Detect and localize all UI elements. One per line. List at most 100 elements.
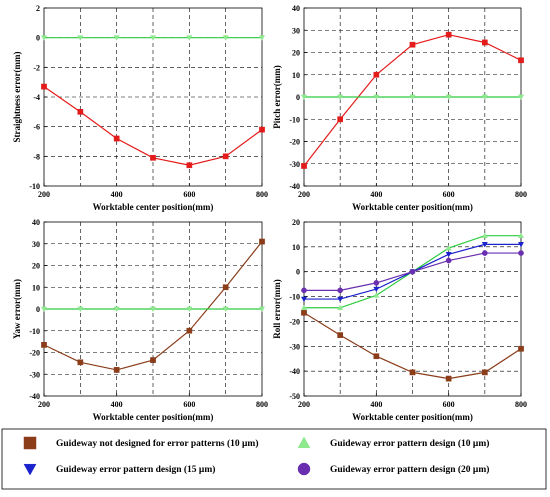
y-tick-label: -30	[289, 160, 300, 169]
legend-item-3: Guideway error pattern design (20 μm)	[297, 462, 489, 476]
data-point	[222, 284, 229, 291]
y-tick-label: 2	[36, 4, 40, 13]
y-tick-label: 20	[292, 218, 300, 227]
data-point	[186, 35, 193, 41]
y-tick-label: -30	[289, 342, 300, 351]
data-point	[150, 357, 156, 363]
data-point	[445, 251, 452, 258]
y-tick-label: -20	[289, 317, 300, 326]
data-point	[373, 292, 380, 298]
data-point	[258, 306, 266, 313]
y-tick-label: 10	[292, 71, 300, 80]
y-tick-label: -40	[29, 392, 40, 401]
series-0	[41, 238, 265, 373]
data-point	[300, 296, 308, 303]
data-point	[301, 287, 307, 294]
data-point	[337, 304, 344, 311]
y-tick-label: -10	[29, 182, 40, 191]
data-point	[517, 242, 525, 248]
legend-marker	[23, 436, 37, 450]
data-point	[409, 268, 416, 275]
x-tick-label: 400	[370, 400, 382, 409]
legend-item-1: Guideway error pattern design (10 μm)	[297, 436, 489, 449]
x-tick-label: 600	[183, 400, 195, 409]
data-point	[481, 242, 488, 248]
x-tick-label: 800	[515, 190, 527, 199]
data-point	[186, 162, 193, 169]
data-point	[77, 359, 84, 366]
data-point	[409, 369, 416, 376]
data-point	[222, 153, 229, 160]
chart-3: -50 -40 -30 -20 -10 0 10 20 200 400 600 800 Worktabl…	[272, 218, 527, 422]
data-point	[337, 94, 344, 101]
data-point	[186, 327, 193, 334]
y-tick-label: -10	[29, 327, 40, 336]
chart-0: -10 -8 -6 -4 -2 0 2 200 400 600 800 Worktable cente…	[12, 4, 268, 212]
data-point	[481, 250, 488, 256]
legend-label-2: Guideway error pattern design (15 μm)	[56, 464, 215, 475]
y-tick-label: -4	[33, 93, 40, 102]
data-point	[373, 286, 380, 293]
legend: Guideway not designed for error patterns…	[1, 428, 547, 490]
x-tick-label: 600	[443, 190, 455, 199]
data-point	[409, 94, 416, 101]
data-point	[40, 306, 48, 313]
x-tick-label: 600	[443, 400, 455, 409]
y-tick-label: -6	[33, 123, 40, 132]
data-point	[301, 163, 307, 169]
y-tick-label: 40	[292, 4, 300, 13]
x-tick-label: 800	[515, 400, 527, 409]
data-point	[445, 375, 452, 382]
y-tick-label: -40	[289, 182, 300, 191]
data-point	[373, 94, 380, 101]
x-tick-label: 200	[298, 400, 310, 409]
y-tick-label: -2	[33, 63, 40, 72]
data-point	[481, 39, 488, 46]
y-tick-label: 0	[36, 305, 40, 314]
data-point	[373, 353, 380, 360]
x-axis-label: Worktable center position(mm)	[352, 202, 473, 212]
data-point	[517, 232, 525, 239]
data-point	[337, 116, 344, 123]
x-tick-label: 200	[38, 190, 50, 199]
data-point	[300, 304, 308, 311]
x-axis-label: Worktable center position(mm)	[352, 412, 473, 422]
x-tick-label: 600	[183, 190, 195, 199]
data-point	[41, 83, 47, 90]
y-tick-label: -8	[33, 152, 40, 161]
data-point	[150, 154, 156, 161]
data-point	[409, 41, 416, 48]
x-tick-label: 800	[256, 400, 268, 409]
y-tick-label: -50	[289, 392, 300, 401]
data-point	[518, 250, 524, 256]
y-tick-label: 0	[296, 93, 300, 102]
y-tick-label: -30	[29, 370, 40, 379]
data-point	[445, 244, 452, 251]
data-point	[518, 345, 524, 352]
series-1	[300, 94, 525, 101]
y-tick-label: -20	[29, 349, 40, 358]
data-point	[113, 306, 120, 313]
data-point	[481, 232, 488, 239]
x-tick-label: 400	[370, 190, 382, 199]
legend-item-2: Guideway error pattern design (15 μm)	[23, 463, 215, 476]
data-point	[77, 108, 84, 115]
data-point	[337, 287, 344, 294]
x-axis-label: Worktable center position(mm)	[93, 412, 214, 422]
data-point	[149, 306, 157, 313]
y-axis-label: Yaw error(mm)	[12, 279, 22, 339]
series-1	[40, 35, 266, 41]
series-0	[41, 83, 265, 169]
series-1	[40, 306, 266, 313]
y-axis-label: Straightness error(mm)	[12, 51, 22, 142]
data-point	[222, 35, 229, 41]
y-tick-label: 10	[292, 243, 300, 252]
y-tick-label: 0	[36, 34, 40, 43]
series-0	[301, 309, 524, 382]
data-point	[113, 35, 120, 41]
y-tick-label: 20	[32, 262, 40, 271]
legend-label-3: Guideway error pattern design (20 μm)	[330, 464, 489, 475]
